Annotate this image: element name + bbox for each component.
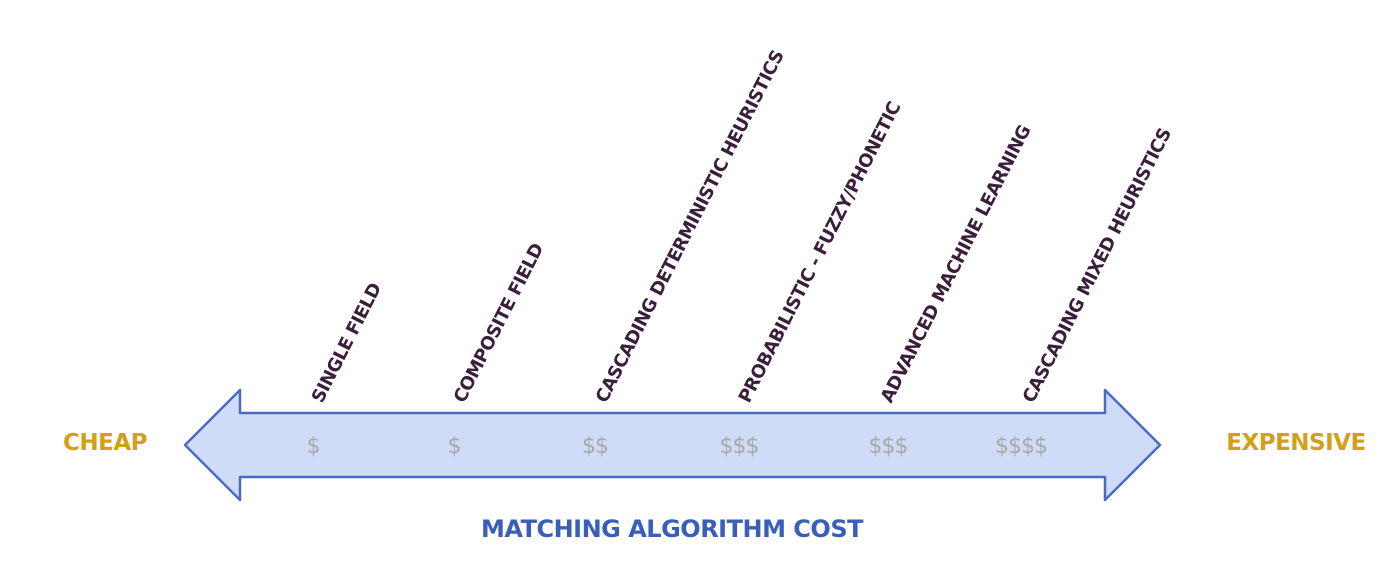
- algorithm-label-composite-field: COMPOSITE FIELD: [450, 240, 548, 406]
- algorithm-label-probabilistic: PROBABILISTIC - FUZZY/PHONETIC: [735, 98, 906, 406]
- cheap-label: CHEAP: [63, 430, 147, 456]
- cost-label-probabilistic: $$$: [720, 434, 759, 459]
- cost-label-cascading-deterministic: $$: [582, 434, 608, 459]
- cost-label-advanced-ml: $$$: [869, 434, 908, 459]
- cost-label-cascading-mixed: $$$$: [995, 434, 1047, 459]
- algorithm-label-advanced-ml: ADVANCED MACHINE LEARNING: [877, 122, 1036, 406]
- cost-label-composite-field: $: [448, 434, 461, 459]
- algorithm-label-single-field: SINGLE FIELD: [308, 280, 386, 406]
- axis-title: MATCHING ALGORITHM COST: [481, 515, 864, 543]
- expensive-label: EXPENSIVE: [1226, 430, 1365, 456]
- algorithm-label-cascading-mixed: CASCADING MIXED HEURISTICS: [1019, 125, 1176, 406]
- cost-label-single-field: $: [307, 434, 320, 459]
- cost-axis-arrow: [183, 388, 1162, 502]
